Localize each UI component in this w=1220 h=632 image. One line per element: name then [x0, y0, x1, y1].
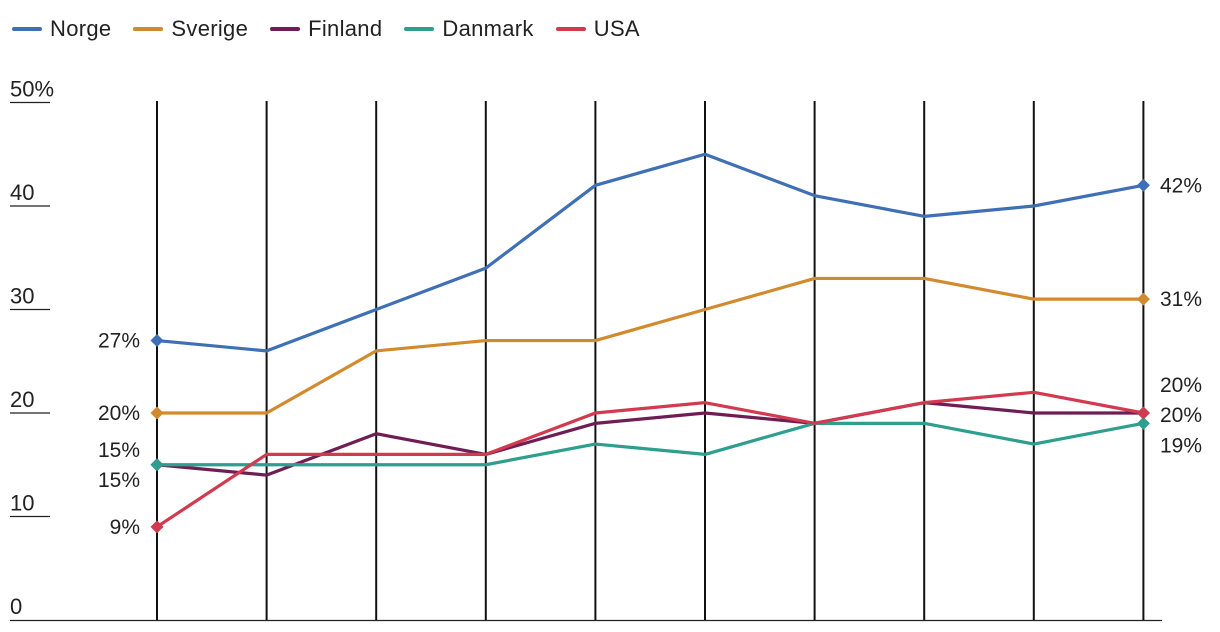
legend-label: USA — [593, 16, 640, 41]
series-line-sverige — [155, 276, 1146, 415]
legend: Norge Sverige Finland Danmark USA — [12, 16, 662, 42]
y-tick-label: 10 — [10, 491, 34, 516]
end-value-label-danmark: 19% — [1160, 434, 1202, 457]
start-value-label-finland: 15% — [98, 439, 140, 462]
endpoint-marker-danmark — [1136, 416, 1150, 430]
end-value-label-finland: 20% — [1160, 404, 1202, 427]
legend-swatch — [404, 27, 435, 31]
start-value-label-danmark: 15% — [98, 469, 140, 492]
start-value-label-usa: 9% — [110, 516, 140, 539]
endpoint-marker-usa — [1136, 406, 1150, 420]
endpoint-marker-norge — [150, 334, 164, 348]
y-tick-label: 20 — [10, 387, 34, 412]
legend-item-norge: Norge — [12, 16, 111, 42]
y-tick-label: 0 — [10, 594, 22, 619]
legend-label: Norge — [50, 16, 112, 41]
legend-item-finland: Finland — [270, 16, 382, 42]
end-value-label-sverige: 31% — [1160, 288, 1202, 311]
legend-swatch — [270, 27, 301, 31]
legend-swatch — [133, 27, 164, 31]
endpoint-marker-sverige — [1136, 292, 1150, 306]
legend-item-sverige: Sverige — [133, 16, 248, 42]
series-line-danmark — [155, 421, 1146, 467]
legend-label: Finland — [308, 16, 383, 41]
legend-swatch — [12, 27, 42, 31]
legend-item-usa: USA — [555, 16, 640, 42]
start-value-label-norge: 27% — [98, 330, 140, 353]
endpoint-marker-norge — [1136, 178, 1150, 192]
end-value-label-norge: 42% — [1160, 174, 1202, 197]
endpoint-marker-usa — [150, 520, 164, 534]
endpoint-marker-sverige — [150, 406, 164, 420]
legend-label: Danmark — [442, 16, 534, 41]
y-tick-label: 30 — [10, 284, 34, 309]
start-value-label-sverige: 20% — [98, 402, 140, 425]
series-line-usa — [155, 390, 1146, 529]
y-tick-label: 40 — [10, 180, 34, 205]
legend-item-danmark: Danmark — [404, 16, 533, 42]
legend-label: Sverige — [171, 16, 249, 41]
series-line-norge — [155, 152, 1146, 353]
y-tick-label: 50% — [10, 77, 54, 102]
end-value-label-usa: 20% — [1160, 374, 1202, 397]
legend-swatch — [555, 27, 586, 31]
endpoint-marker-danmark — [150, 458, 164, 472]
